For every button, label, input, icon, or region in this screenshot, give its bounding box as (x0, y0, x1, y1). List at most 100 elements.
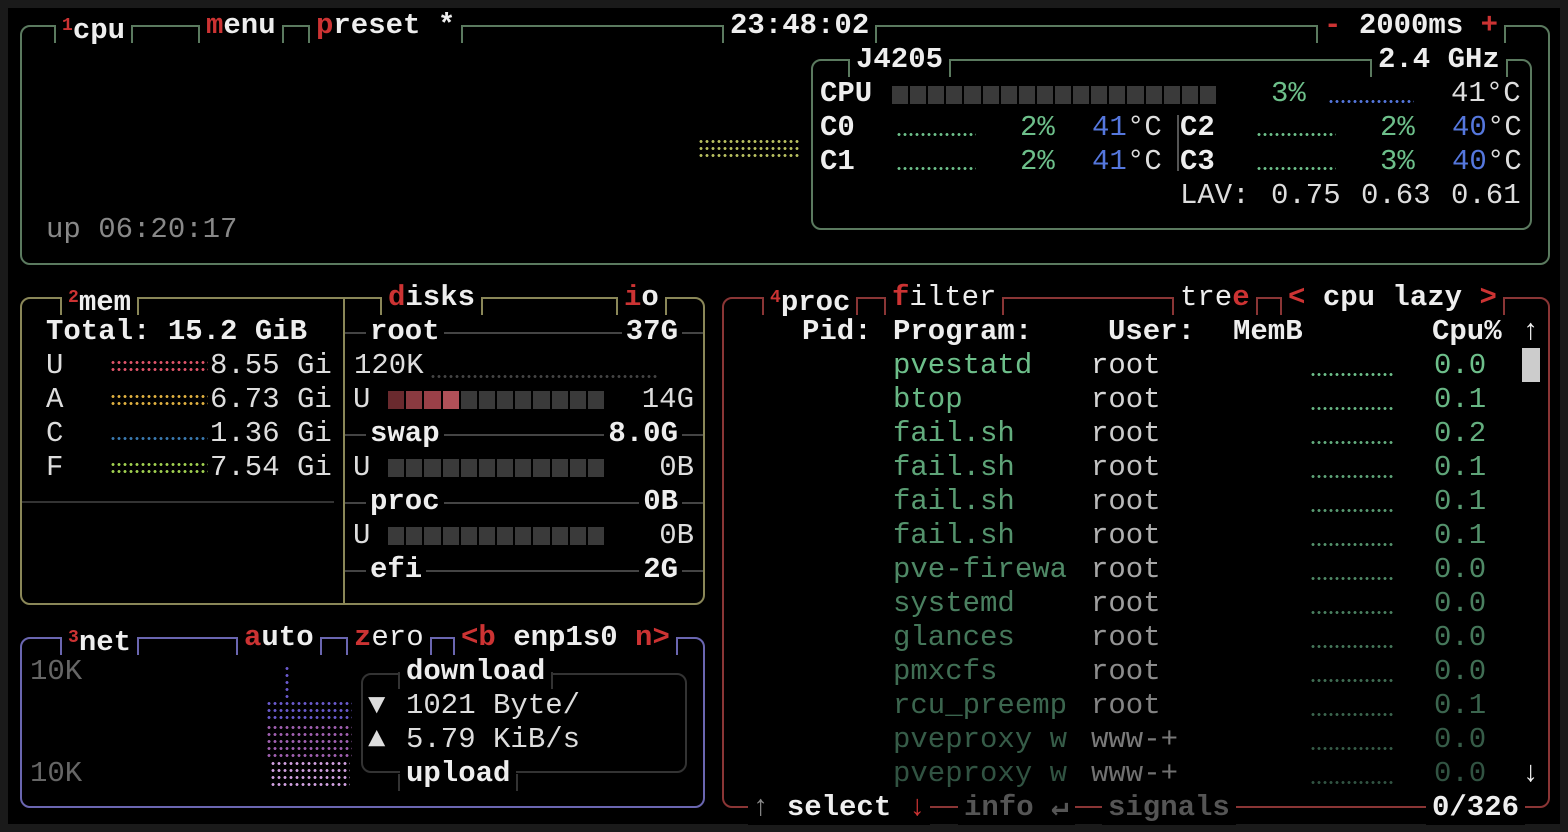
increase-interval-button[interactable]: + (1480, 9, 1499, 42)
sort-prev-button[interactable]: < (1288, 281, 1306, 314)
process-cpu-graph (1310, 473, 1394, 480)
meter-cell (406, 527, 423, 545)
upload-rate: 5.79 KiB/s (406, 723, 581, 756)
process-cpu-graph (1310, 405, 1394, 412)
update-interval: - 2000ms + (1315, 9, 1507, 43)
disks-title[interactable]: disks (379, 281, 484, 315)
net-panel-title[interactable]: 3net (59, 621, 140, 659)
label-text: isks (405, 281, 476, 314)
process-user: root (1091, 519, 1161, 552)
meter-cell (1127, 86, 1144, 104)
label-text: o (641, 281, 659, 314)
meter-cell (388, 527, 405, 545)
process-cpu-graph (1310, 575, 1394, 582)
header-user[interactable]: User: (1108, 315, 1196, 348)
header-mem[interactable]: MemB (1233, 315, 1303, 348)
label-text: reset * (333, 9, 456, 42)
panel-number: 1 (62, 16, 73, 36)
meter-cell (388, 391, 405, 409)
select-label: select (786, 791, 892, 824)
cpu-total-meter (892, 86, 1216, 104)
process-program: pveproxy w (893, 723, 1068, 756)
disk-usage-meter (388, 391, 605, 409)
meter-cell (515, 459, 532, 477)
cpu-temp-graph (1328, 98, 1414, 106)
cpu-panel-title[interactable]: 1cpu (53, 9, 134, 47)
disk-name: root (366, 315, 444, 349)
core-graph (896, 165, 976, 172)
meter-cell (497, 459, 514, 477)
interface-selector: <b enp1s0 n> (453, 621, 678, 655)
meter-cell (587, 527, 605, 545)
scroll-down-icon[interactable]: ↓ (1522, 757, 1540, 790)
decrease-interval-button[interactable]: - (1324, 9, 1342, 42)
header-pid[interactable]: Pid: (802, 315, 872, 348)
header-cpu[interactable]: Cpu% (1432, 315, 1502, 348)
meter-cell (928, 86, 945, 104)
core-temp-unit: °C (1487, 145, 1522, 178)
tree-toggle[interactable]: tree (1172, 281, 1258, 315)
proc-panel-title[interactable]: 4proc (761, 281, 859, 319)
process-user: root (1091, 655, 1161, 688)
meter-cell (892, 86, 909, 104)
cpu-info-box (811, 59, 1532, 230)
hotkey-letter: a (244, 621, 262, 654)
process-cpu: 0.1 (1434, 519, 1487, 552)
meter-cell (478, 459, 496, 477)
core-temp-unit: °C (1127, 145, 1162, 178)
disk-name: efi (366, 553, 427, 587)
cpu-total-temp: 41°C (1451, 77, 1521, 110)
auto-scale-toggle[interactable]: auto (236, 621, 322, 655)
prev-interface-button[interactable]: <b (461, 621, 496, 654)
mem-row-value: 6.73 Gi (210, 383, 332, 416)
process-user: root (1091, 587, 1161, 620)
process-program: fail.sh (893, 417, 1015, 450)
hotkey-letter: i (624, 281, 642, 314)
panel-number: 3 (68, 628, 79, 648)
process-program: rcu_preemp (893, 689, 1068, 722)
meter-cell (910, 86, 927, 104)
process-user: www-+ (1091, 723, 1179, 756)
process-cpu: 0.0 (1434, 621, 1487, 654)
core-temp: 40 (1452, 145, 1487, 178)
mem-disks-divider (343, 299, 345, 603)
scroll-up-icon[interactable]: ↑ (1522, 315, 1540, 348)
header-program[interactable]: Program: (893, 315, 1033, 348)
meter-cell (1018, 86, 1035, 104)
process-user: root (1091, 485, 1161, 518)
select-control[interactable]: ↑ select ↓ (748, 791, 931, 825)
meter-cell (460, 391, 477, 409)
filter-button[interactable]: filter (883, 281, 1005, 315)
interval-value: 2000ms (1358, 9, 1464, 42)
signals-button[interactable]: signals (1102, 791, 1236, 825)
meter-cell (388, 459, 405, 477)
load-average-15: 0.61 (1451, 179, 1521, 212)
meter-cell (478, 391, 496, 409)
core-temp-unit: °C (1127, 111, 1162, 144)
core-graph (1256, 131, 1336, 138)
preset-button[interactable]: preset * (307, 9, 464, 43)
disk-separator (345, 502, 703, 504)
io-toggle[interactable]: io (616, 281, 667, 315)
meter-cell (442, 391, 459, 409)
zero-toggle[interactable]: zero (346, 621, 432, 655)
sort-next-button[interactable]: > (1479, 281, 1497, 314)
meter-cell (460, 459, 477, 477)
mem-panel-title[interactable]: 2mem (59, 281, 140, 319)
disk-usage-meter (388, 459, 605, 477)
core-label: C2 (1180, 111, 1215, 144)
info-button[interactable]: info ↵ (958, 791, 1075, 825)
cpu-total-label: CPU (820, 77, 873, 110)
interface-name: enp1s0 (513, 621, 618, 654)
sort-selector: < cpu lazy > (1280, 281, 1505, 315)
meter-cell (964, 86, 981, 104)
hotkey-letter: d (388, 281, 406, 314)
scrollbar-thumb[interactable] (1522, 348, 1540, 382)
mem-separator (22, 501, 334, 503)
next-interface-button[interactable]: n> (635, 621, 670, 654)
menu-button[interactable]: menu (198, 9, 284, 43)
core-graph (1256, 165, 1336, 172)
core-temp: 41 (1092, 145, 1127, 178)
mem-row-label: C (46, 417, 64, 450)
